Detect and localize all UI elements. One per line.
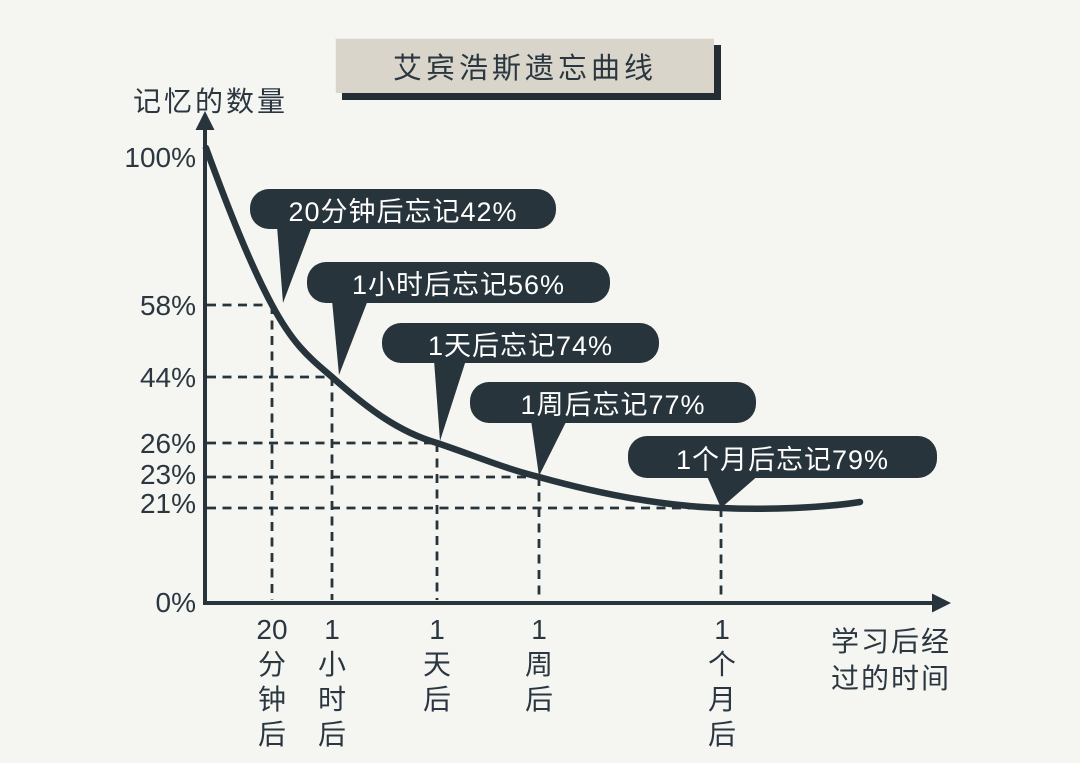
bubble-tail-1hour [332,300,368,375]
y-tick-23: 23% [139,459,196,490]
callout-bubble-1hour: 1小时后忘记56% [307,262,610,303]
callout-bubble-1day: 1天后忘记74% [382,323,659,363]
axes [203,126,936,605]
chart-title: 艾宾浩斯遗忘曲线 [392,53,657,85]
forgetting-curve [202,144,864,512]
y-tick-21: 21% [139,488,196,519]
y-axis-title: 记忆的数量 [133,86,289,117]
y-tick-58: 58% [139,290,196,321]
y-tick-0: 0% [155,587,196,618]
callout-bubble-1week: 1周后忘记77% [470,382,756,423]
dashed-guides [207,303,723,600]
x-axis-title: 学习后经 过的时间 [831,626,952,694]
y-tick-44: 44% [139,362,196,393]
y-axis-arrow-icon [195,111,215,130]
bubble-tail-20min [277,226,312,303]
x-axis-arrow-icon [932,593,951,613]
bubble-tail-1week [531,420,567,476]
x-tick-20min: 20 分钟后 [256,614,288,750]
callout-bubble-20min: 20分钟后忘记42% [250,189,556,229]
y-tick-100: 100% [124,142,196,173]
chart-title-box: 艾宾浩斯遗忘曲线 [335,38,714,93]
bubble-tail-1month [706,474,760,508]
bubble-tails [277,226,760,508]
y-tick-26: 26% [139,428,196,459]
bubble-tail-1day [434,360,466,441]
callout-bubble-1month: 1个月后忘记79% [628,436,937,478]
